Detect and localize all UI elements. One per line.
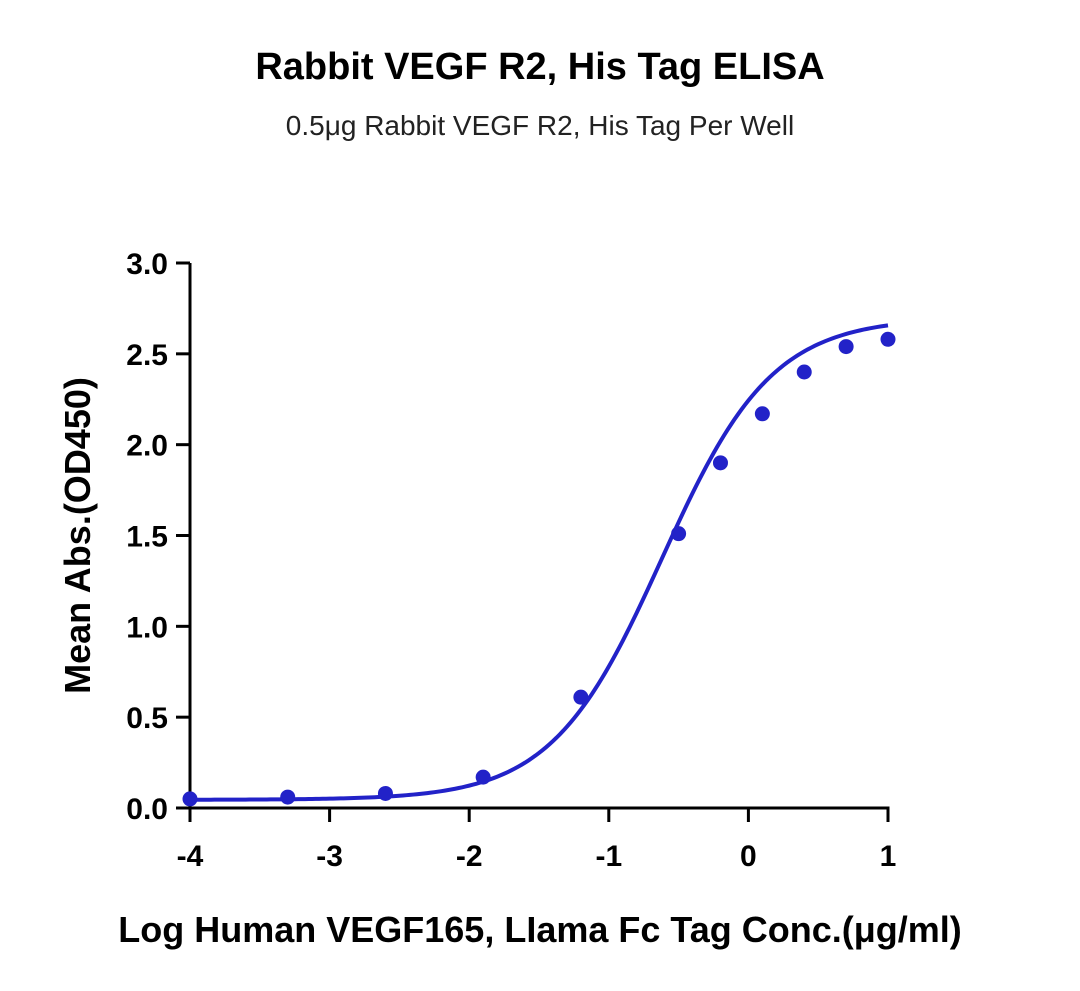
data-point	[182, 791, 198, 807]
x-tick-label: 1	[880, 840, 897, 873]
y-tick-label: 0.0	[126, 793, 168, 826]
y-tick-label: 3.0	[126, 248, 168, 281]
y-tick-label: 2.5	[126, 339, 168, 372]
x-axis-label: Log Human VEGF165, LIama Fc Tag Conc.(μg…	[118, 909, 961, 950]
x-tick-label: -3	[316, 840, 343, 873]
y-tick-label: 0.5	[126, 702, 168, 735]
tick-labels: 0.0 0.5 1.0 1.5 2.0 2.5 3.0 -4 -3 -2 -1 0 1	[126, 248, 896, 873]
fit-curve	[190, 323, 889, 802]
data-points	[182, 331, 896, 807]
data-point	[280, 789, 296, 805]
tick-marks	[176, 261, 890, 822]
data-point	[754, 406, 770, 422]
y-tick-label: 2.0	[126, 430, 168, 463]
y-axis-label: Mean Abs.(OD450)	[57, 377, 98, 694]
data-point	[671, 526, 687, 542]
y-tick-label: 1.5	[126, 521, 168, 554]
data-point	[880, 331, 896, 347]
x-tick-label: -4	[177, 840, 204, 873]
data-point	[796, 364, 812, 380]
axes	[188, 263, 890, 810]
data-point	[475, 769, 491, 785]
x-tick-label: -2	[456, 840, 483, 873]
data-point	[838, 339, 854, 355]
data-point	[573, 689, 589, 705]
x-tick-label: 0	[740, 840, 757, 873]
data-point	[712, 455, 728, 471]
y-tick-label: 1.0	[126, 611, 168, 644]
data-point	[377, 785, 393, 801]
chart-subtitle: 0.5μg Rabbit VEGF R2, His Tag Per Well	[285, 110, 795, 141]
x-tick-label: -1	[595, 840, 622, 873]
chart-title: Rabbit VEGF R2, His Tag ELISA	[255, 46, 825, 88]
